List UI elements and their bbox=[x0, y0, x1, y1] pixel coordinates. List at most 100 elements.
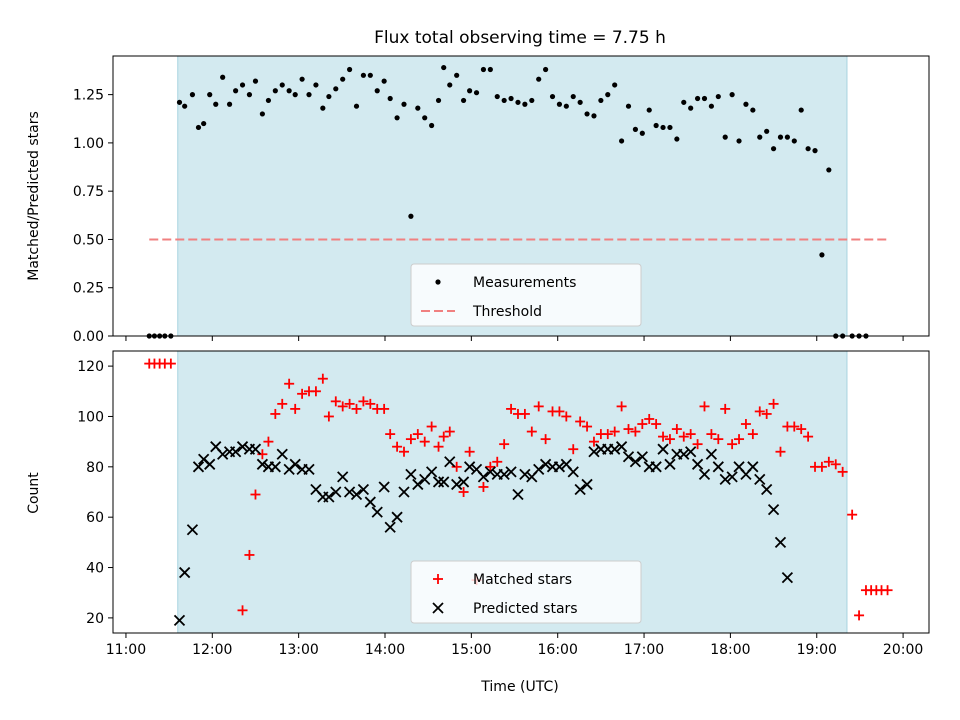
data-point bbox=[454, 72, 460, 78]
data-point bbox=[694, 95, 701, 102]
data-point bbox=[204, 458, 216, 470]
data-point bbox=[244, 549, 255, 560]
data-point bbox=[660, 124, 666, 131]
legend-label: Predicted stars bbox=[473, 601, 578, 617]
data-point bbox=[685, 446, 697, 458]
data-point bbox=[823, 456, 834, 467]
data-point bbox=[252, 78, 259, 84]
data-point bbox=[265, 97, 272, 104]
series-measurements bbox=[146, 64, 869, 339]
data-point bbox=[854, 610, 865, 621]
data-point bbox=[297, 388, 308, 399]
data-point bbox=[803, 431, 814, 442]
data-point bbox=[577, 99, 583, 105]
data-point bbox=[279, 82, 285, 88]
data-point bbox=[678, 448, 690, 460]
data-point bbox=[323, 491, 335, 503]
data-point bbox=[812, 148, 818, 154]
data-point bbox=[533, 401, 544, 412]
data-point bbox=[629, 456, 642, 468]
data-point bbox=[747, 461, 759, 473]
data-point bbox=[882, 585, 893, 596]
data-point bbox=[584, 111, 590, 117]
data-point bbox=[494, 93, 500, 100]
data-point bbox=[457, 476, 470, 488]
data-point bbox=[306, 92, 312, 98]
data-point bbox=[691, 458, 704, 470]
data-point bbox=[237, 605, 248, 616]
data-point bbox=[343, 486, 356, 498]
data-point bbox=[487, 66, 493, 73]
y-tick-label: 0.25 bbox=[73, 281, 104, 297]
data-point bbox=[726, 471, 738, 483]
data-point bbox=[346, 66, 353, 73]
data-point bbox=[378, 481, 390, 493]
data-point bbox=[441, 64, 447, 71]
data-point bbox=[539, 458, 552, 470]
data-point bbox=[313, 82, 319, 88]
data-point bbox=[664, 458, 676, 470]
data-point bbox=[256, 458, 269, 470]
data-point bbox=[549, 93, 556, 100]
data-point bbox=[398, 446, 409, 457]
data-point bbox=[364, 496, 376, 508]
legend-swatch bbox=[432, 602, 444, 614]
data-point bbox=[777, 134, 784, 140]
data-point bbox=[358, 396, 369, 407]
series-predicted-stars bbox=[173, 441, 794, 627]
data-point bbox=[344, 398, 355, 409]
data-point bbox=[192, 461, 205, 473]
data-point bbox=[667, 124, 673, 131]
data-point bbox=[323, 411, 334, 422]
data-point bbox=[715, 93, 721, 100]
data-point bbox=[176, 99, 183, 105]
data-point bbox=[826, 167, 832, 173]
data-point bbox=[498, 468, 510, 481]
data-point bbox=[438, 476, 450, 488]
data-point bbox=[207, 92, 213, 98]
data-point bbox=[303, 463, 315, 475]
data-point bbox=[317, 373, 328, 384]
x-tick-label: 18:00 bbox=[710, 642, 750, 658]
legend-box bbox=[410, 263, 642, 327]
data-point bbox=[609, 443, 621, 455]
data-point bbox=[650, 461, 662, 473]
data-point bbox=[819, 252, 825, 258]
data-point bbox=[484, 466, 496, 478]
x-axis-label: Time (UTC) bbox=[480, 679, 558, 695]
data-point bbox=[464, 446, 475, 457]
data-point bbox=[249, 443, 262, 455]
x-tick-label: 15:00 bbox=[451, 642, 491, 658]
legend-label: Measurements bbox=[473, 275, 576, 291]
data-point bbox=[429, 122, 435, 129]
data-point bbox=[444, 456, 456, 468]
data-point bbox=[582, 421, 593, 432]
y-tick-label: 1.25 bbox=[73, 88, 104, 104]
y-tick-label: 120 bbox=[77, 359, 104, 375]
legend-swatch bbox=[435, 279, 441, 285]
data-point bbox=[639, 130, 645, 136]
data-point bbox=[651, 419, 662, 430]
data-point bbox=[333, 86, 339, 92]
data-point bbox=[512, 488, 524, 501]
x-tick-label: 14:00 bbox=[365, 642, 405, 658]
data-point bbox=[609, 426, 620, 437]
data-point bbox=[269, 461, 281, 473]
data-point bbox=[277, 398, 288, 409]
data-point bbox=[685, 429, 696, 440]
data-point bbox=[201, 120, 207, 127]
data-point bbox=[519, 468, 531, 481]
data-point bbox=[250, 489, 261, 500]
data-point bbox=[561, 411, 572, 422]
series-matched-stars bbox=[144, 358, 893, 621]
data-point bbox=[367, 72, 373, 78]
data-point bbox=[784, 134, 790, 140]
data-point bbox=[636, 451, 648, 463]
data-point bbox=[320, 105, 326, 111]
data-point bbox=[408, 213, 414, 219]
data-point bbox=[365, 398, 376, 409]
x-tick-label: 20:00 bbox=[883, 642, 923, 658]
data-point bbox=[646, 107, 652, 113]
data-point bbox=[602, 429, 613, 440]
data-point bbox=[847, 509, 858, 520]
